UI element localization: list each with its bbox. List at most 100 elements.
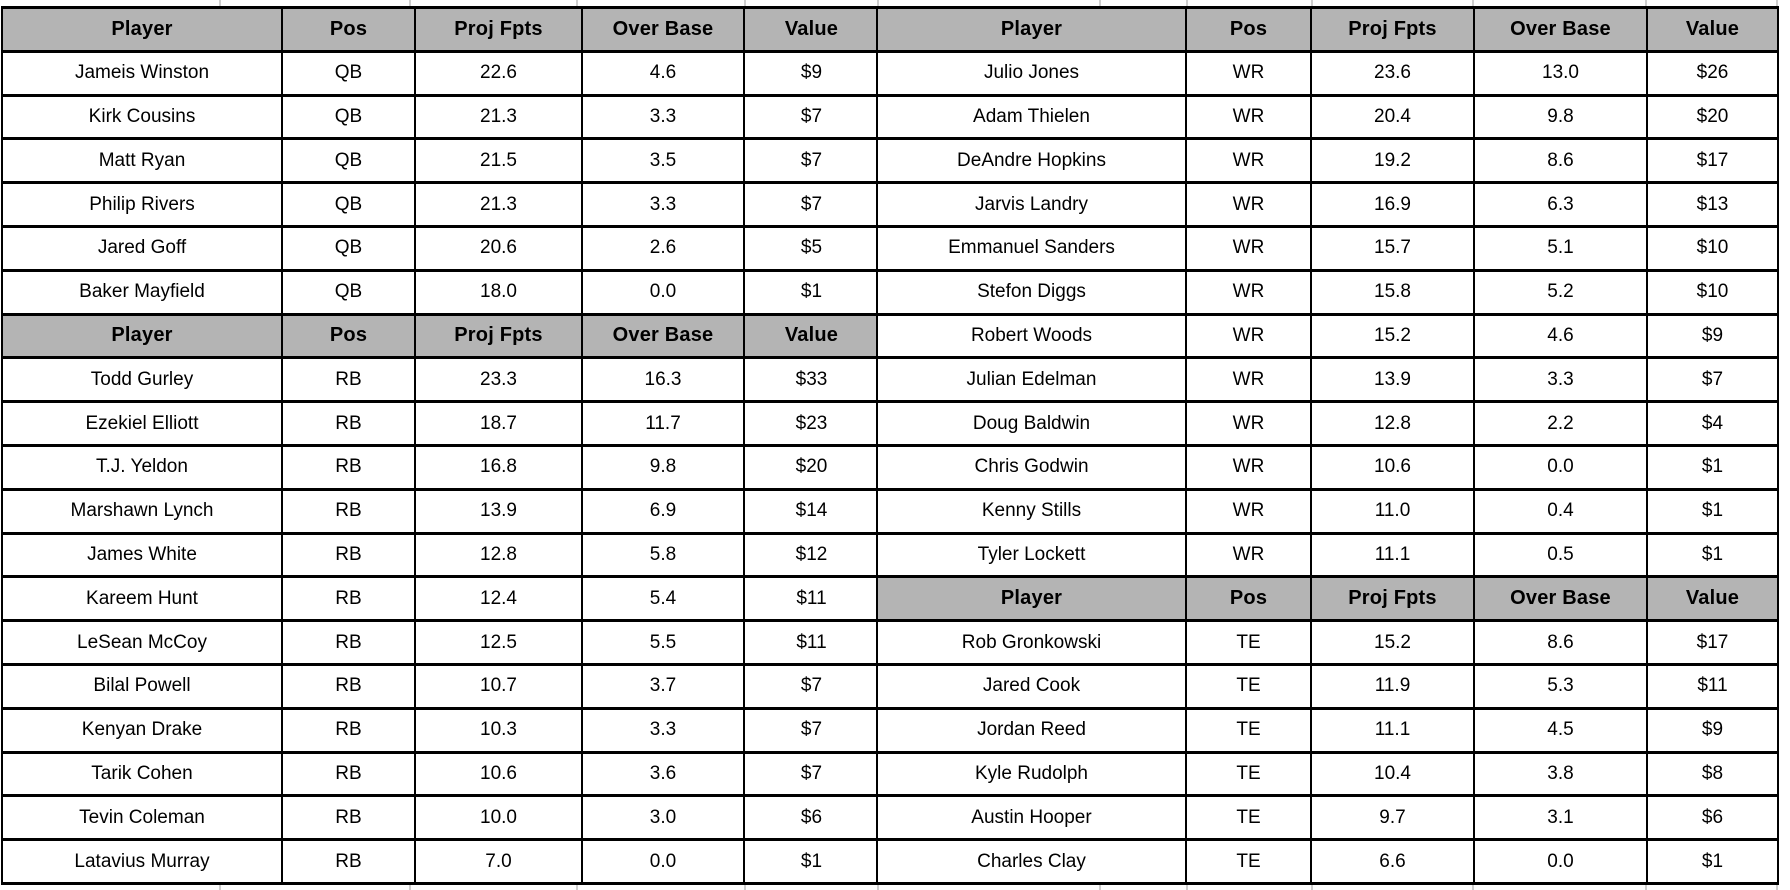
player-row: Stefon Diggs WR 15.8 5.2 $10 [876, 268, 1779, 316]
pos-cell: RB [281, 794, 416, 842]
value-cell: $11 [743, 619, 880, 666]
player-cell: Julio Jones [876, 49, 1187, 97]
proj-fpts-cell: 23.6 [1310, 49, 1475, 97]
over-base-cell: 3.3 [581, 181, 745, 228]
value-cell: $10 [1646, 268, 1779, 316]
player-row: Marshawn Lynch RB 13.9 6.9 $14 [1, 487, 880, 535]
over-base-cell: 4.5 [1473, 706, 1648, 754]
pos-cell: WR [1185, 443, 1312, 491]
sheet-gridline [1472, 0, 1474, 6]
pos-cell: WR [1185, 400, 1312, 447]
over-base-cell: 3.5 [581, 137, 745, 185]
proj-fpts-cell: 12.4 [414, 575, 583, 623]
player-cell: DeAndre Hopkins [876, 137, 1187, 185]
proj-fpts-cell: 20.6 [414, 224, 583, 272]
proj-fpts-cell: 9.7 [1310, 794, 1475, 842]
value-cell: $7 [743, 662, 880, 710]
value-cell: $1 [1646, 443, 1779, 491]
over-base-cell: 0.0 [581, 268, 745, 316]
left-projection-table: Player Pos Proj Fpts Over Base Value Jameis W… [1, 6, 880, 885]
value-cell: $1 [1646, 487, 1779, 535]
column-header-player: Player [1, 312, 283, 360]
over-base-cell: 5.8 [581, 531, 745, 579]
pos-cell: QB [281, 49, 416, 97]
column-header-over-base: Over Base [581, 6, 745, 53]
over-base-cell: 3.3 [581, 706, 745, 754]
proj-fpts-cell: 13.9 [1310, 356, 1475, 404]
player-cell: Stefon Diggs [876, 268, 1187, 316]
player-cell: Kyle Rudolph [876, 750, 1187, 798]
proj-fpts-cell: 12.5 [414, 619, 583, 666]
column-header-player: Player [876, 6, 1187, 53]
pos-cell: TE [1185, 706, 1312, 754]
sheet-gridline [744, 0, 746, 6]
over-base-cell: 8.6 [1473, 137, 1648, 185]
column-header-over-base: Over Base [581, 312, 745, 360]
player-cell: Julian Edelman [876, 356, 1187, 404]
proj-fpts-cell: 16.8 [414, 443, 583, 491]
left-table-body: Player Pos Proj Fpts Over Base Value Jameis W… [1, 6, 880, 885]
value-cell: $20 [743, 443, 880, 491]
column-header-player: Player [876, 575, 1187, 623]
proj-fpts-cell: 13.9 [414, 487, 583, 535]
player-row: LeSean McCoy RB 12.5 5.5 $11 [1, 619, 880, 666]
column-header-proj-fpts: Proj Fpts [414, 6, 583, 53]
column-header-player: Player [1, 6, 283, 53]
sheet-gridline [1645, 885, 1647, 890]
sheet-gridline [877, 0, 879, 6]
over-base-cell: 3.7 [581, 662, 745, 710]
player-row: Philip Rivers QB 21.3 3.3 $7 [1, 181, 880, 228]
proj-fpts-cell: 19.2 [1310, 137, 1475, 185]
player-row: T.J. Yeldon RB 16.8 9.8 $20 [1, 443, 880, 491]
proj-fpts-cell: 21.3 [414, 93, 583, 141]
player-row: Todd Gurley RB 23.3 16.3 $33 [1, 356, 880, 404]
player-row: Jarvis Landry WR 16.9 6.3 $13 [876, 181, 1779, 228]
sheet-gridline [1311, 0, 1313, 6]
player-cell: Bilal Powell [1, 662, 283, 710]
column-header-pos: Pos [1185, 575, 1312, 623]
over-base-cell: 4.6 [1473, 312, 1648, 360]
over-base-cell: 3.1 [1473, 794, 1648, 842]
value-cell: $14 [743, 487, 880, 535]
value-cell: $1 [1646, 531, 1779, 579]
value-cell: $1 [743, 838, 880, 885]
proj-fpts-cell: 20.4 [1310, 93, 1475, 141]
player-cell: Jared Cook [876, 662, 1187, 710]
over-base-cell: 0.0 [1473, 443, 1648, 491]
column-header-value: Value [743, 6, 880, 53]
player-cell: Austin Hooper [876, 794, 1187, 842]
sheet-gridline [219, 0, 221, 6]
column-header-pos: Pos [281, 6, 416, 53]
player-row: Robert Woods WR 15.2 4.6 $9 [876, 312, 1779, 360]
player-row: Austin Hooper TE 9.7 3.1 $6 [876, 794, 1779, 842]
pos-cell: QB [281, 93, 416, 141]
player-row: James White RB 12.8 5.8 $12 [1, 531, 880, 579]
value-cell: $7 [743, 93, 880, 141]
player-row: Charles Clay TE 6.6 0.0 $1 [876, 838, 1779, 885]
over-base-cell: 3.0 [581, 794, 745, 842]
column-header-pos: Pos [281, 312, 416, 360]
value-cell: $26 [1646, 49, 1779, 97]
player-cell: Philip Rivers [1, 181, 283, 228]
value-cell: $11 [1646, 662, 1779, 710]
over-base-cell: 11.7 [581, 400, 745, 447]
pos-cell: WR [1185, 531, 1312, 579]
pos-cell: WR [1185, 487, 1312, 535]
column-header-value: Value [743, 312, 880, 360]
sheet-gridline [1099, 885, 1101, 890]
pos-cell: QB [281, 268, 416, 316]
pos-cell: QB [281, 181, 416, 228]
proj-fpts-cell: 10.6 [414, 750, 583, 798]
player-cell: Tevin Coleman [1, 794, 283, 842]
sheet-gridline [219, 885, 221, 890]
pos-cell: RB [281, 356, 416, 404]
over-base-cell: 3.3 [581, 93, 745, 141]
value-cell: $7 [743, 750, 880, 798]
player-row: Emmanuel Sanders WR 15.7 5.1 $10 [876, 224, 1779, 272]
proj-fpts-cell: 15.2 [1310, 619, 1475, 666]
proj-fpts-cell: 23.3 [414, 356, 583, 404]
value-cell: $7 [743, 137, 880, 185]
proj-fpts-cell: 15.2 [1310, 312, 1475, 360]
pos-cell: RB [281, 575, 416, 623]
